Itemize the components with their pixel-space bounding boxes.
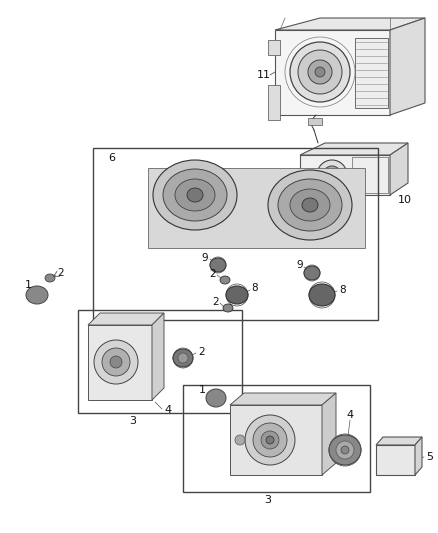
Ellipse shape (329, 435, 361, 465)
Polygon shape (268, 85, 280, 120)
Ellipse shape (173, 349, 193, 367)
Polygon shape (376, 445, 415, 475)
Circle shape (178, 353, 188, 363)
Polygon shape (390, 18, 425, 115)
Circle shape (266, 436, 274, 444)
Ellipse shape (45, 274, 55, 282)
Circle shape (110, 356, 122, 368)
Polygon shape (275, 30, 390, 115)
Polygon shape (148, 168, 365, 248)
Polygon shape (230, 405, 322, 475)
Text: 1: 1 (25, 280, 32, 290)
Circle shape (341, 446, 349, 454)
Text: 3: 3 (130, 416, 137, 426)
Ellipse shape (309, 284, 335, 306)
Circle shape (323, 166, 341, 184)
Polygon shape (230, 393, 336, 405)
Text: 8: 8 (252, 283, 258, 293)
Text: 2: 2 (199, 347, 205, 357)
Ellipse shape (278, 179, 342, 231)
Ellipse shape (153, 160, 237, 230)
Circle shape (235, 435, 245, 445)
Text: 6: 6 (109, 153, 116, 163)
Circle shape (328, 171, 336, 179)
Polygon shape (376, 437, 422, 445)
Ellipse shape (163, 169, 227, 221)
Polygon shape (300, 155, 390, 195)
Text: 1: 1 (198, 385, 205, 395)
Circle shape (253, 423, 287, 457)
Text: 11: 11 (257, 70, 271, 80)
Ellipse shape (175, 179, 215, 211)
Circle shape (298, 50, 342, 94)
Text: 2: 2 (213, 297, 219, 307)
Bar (352, 157, 388, 193)
Circle shape (316, 289, 328, 301)
Text: 3: 3 (265, 495, 272, 505)
Text: 5: 5 (427, 452, 434, 462)
Circle shape (232, 290, 242, 300)
Ellipse shape (206, 389, 226, 407)
Circle shape (102, 348, 130, 376)
Circle shape (261, 431, 279, 449)
Polygon shape (275, 18, 425, 30)
Ellipse shape (187, 188, 203, 202)
Text: 2: 2 (210, 269, 216, 279)
Text: 8: 8 (340, 285, 346, 295)
Circle shape (315, 67, 325, 77)
Circle shape (317, 160, 347, 190)
Text: 4: 4 (346, 410, 353, 420)
Polygon shape (390, 143, 408, 195)
Text: 10: 10 (398, 195, 412, 205)
Ellipse shape (290, 189, 330, 221)
Ellipse shape (302, 198, 318, 212)
Ellipse shape (268, 170, 352, 240)
Polygon shape (322, 393, 336, 475)
Circle shape (308, 60, 332, 84)
Polygon shape (268, 40, 280, 55)
Polygon shape (88, 325, 152, 400)
Polygon shape (355, 38, 388, 108)
Ellipse shape (304, 266, 320, 280)
Polygon shape (300, 143, 408, 155)
Text: 9: 9 (297, 260, 303, 270)
Text: 2: 2 (58, 268, 64, 278)
Polygon shape (415, 437, 422, 475)
Polygon shape (88, 313, 164, 325)
Ellipse shape (220, 276, 230, 284)
Text: 4: 4 (164, 405, 172, 415)
Ellipse shape (226, 286, 248, 304)
Ellipse shape (223, 304, 233, 312)
Polygon shape (308, 118, 322, 125)
Circle shape (336, 441, 354, 459)
Circle shape (290, 42, 350, 102)
Ellipse shape (210, 258, 226, 272)
Text: 9: 9 (201, 253, 208, 263)
Ellipse shape (26, 286, 48, 304)
Circle shape (245, 415, 295, 465)
Polygon shape (152, 313, 164, 400)
Circle shape (94, 340, 138, 384)
